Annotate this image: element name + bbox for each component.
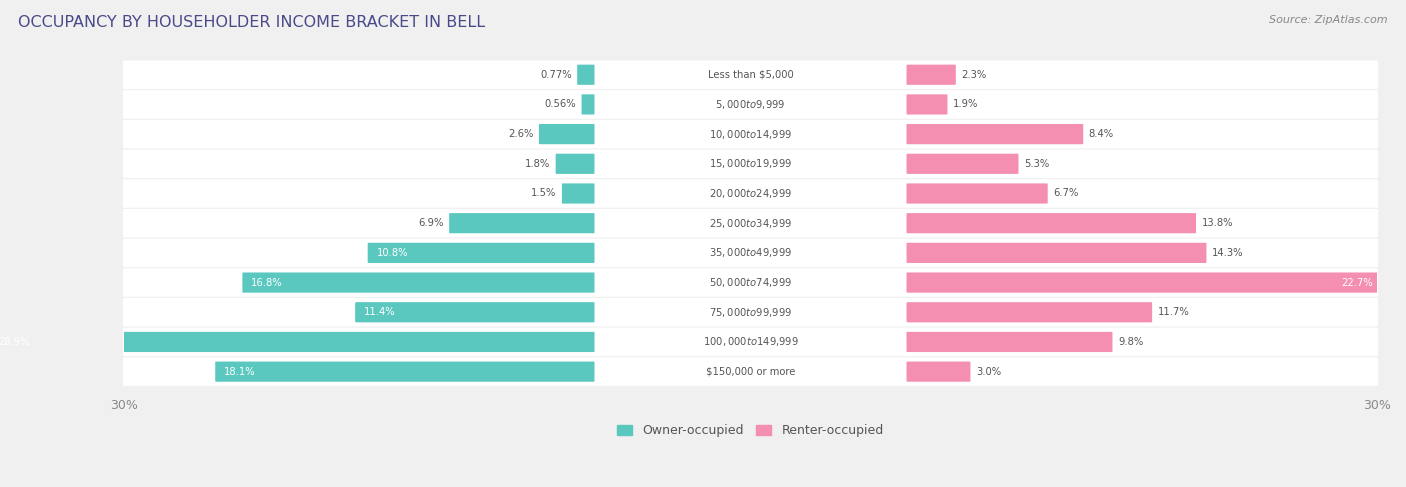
- FancyBboxPatch shape: [562, 184, 595, 204]
- Text: 1.9%: 1.9%: [953, 99, 979, 110]
- Text: 1.8%: 1.8%: [524, 159, 550, 169]
- FancyBboxPatch shape: [122, 179, 1378, 208]
- Text: 13.8%: 13.8%: [1202, 218, 1233, 228]
- FancyBboxPatch shape: [449, 213, 595, 233]
- FancyBboxPatch shape: [907, 154, 1018, 174]
- Text: 8.4%: 8.4%: [1088, 129, 1114, 139]
- FancyBboxPatch shape: [122, 150, 1378, 178]
- Text: 18.1%: 18.1%: [224, 367, 256, 376]
- Text: $100,000 to $149,999: $100,000 to $149,999: [703, 336, 799, 348]
- Text: 0.77%: 0.77%: [540, 70, 571, 80]
- FancyBboxPatch shape: [907, 124, 1083, 144]
- FancyBboxPatch shape: [907, 94, 948, 114]
- Text: 10.8%: 10.8%: [377, 248, 408, 258]
- Text: Source: ZipAtlas.com: Source: ZipAtlas.com: [1270, 15, 1388, 25]
- Text: 9.8%: 9.8%: [1118, 337, 1143, 347]
- FancyBboxPatch shape: [907, 243, 1206, 263]
- Text: $5,000 to $9,999: $5,000 to $9,999: [716, 98, 786, 111]
- Text: $10,000 to $14,999: $10,000 to $14,999: [709, 128, 792, 141]
- Text: $15,000 to $19,999: $15,000 to $19,999: [709, 157, 792, 170]
- FancyBboxPatch shape: [122, 328, 1378, 356]
- Text: $50,000 to $74,999: $50,000 to $74,999: [709, 276, 792, 289]
- FancyBboxPatch shape: [907, 213, 1197, 233]
- FancyBboxPatch shape: [122, 209, 1378, 238]
- Text: $20,000 to $24,999: $20,000 to $24,999: [709, 187, 792, 200]
- FancyBboxPatch shape: [122, 90, 1378, 119]
- Text: 3.0%: 3.0%: [976, 367, 1001, 376]
- FancyBboxPatch shape: [122, 239, 1378, 267]
- Text: 6.9%: 6.9%: [418, 218, 443, 228]
- FancyBboxPatch shape: [907, 272, 1382, 293]
- Text: $75,000 to $99,999: $75,000 to $99,999: [709, 306, 792, 319]
- Text: $150,000 or more: $150,000 or more: [706, 367, 796, 376]
- Text: 0.56%: 0.56%: [544, 99, 576, 110]
- Text: Less than $5,000: Less than $5,000: [707, 70, 793, 80]
- Text: 14.3%: 14.3%: [1212, 248, 1243, 258]
- Text: $35,000 to $49,999: $35,000 to $49,999: [709, 246, 792, 260]
- FancyBboxPatch shape: [538, 124, 595, 144]
- FancyBboxPatch shape: [0, 332, 595, 352]
- FancyBboxPatch shape: [907, 65, 956, 85]
- Text: 28.9%: 28.9%: [0, 337, 31, 347]
- FancyBboxPatch shape: [907, 361, 970, 382]
- FancyBboxPatch shape: [578, 65, 595, 85]
- Text: 5.3%: 5.3%: [1024, 159, 1049, 169]
- FancyBboxPatch shape: [122, 60, 1378, 89]
- FancyBboxPatch shape: [215, 361, 595, 382]
- Text: $25,000 to $34,999: $25,000 to $34,999: [709, 217, 792, 230]
- FancyBboxPatch shape: [122, 357, 1378, 386]
- FancyBboxPatch shape: [555, 154, 595, 174]
- FancyBboxPatch shape: [907, 332, 1112, 352]
- Text: 2.6%: 2.6%: [508, 129, 533, 139]
- FancyBboxPatch shape: [356, 302, 595, 322]
- FancyBboxPatch shape: [122, 268, 1378, 297]
- FancyBboxPatch shape: [242, 272, 595, 293]
- Text: 2.3%: 2.3%: [962, 70, 987, 80]
- FancyBboxPatch shape: [907, 184, 1047, 204]
- FancyBboxPatch shape: [122, 120, 1378, 149]
- FancyBboxPatch shape: [122, 298, 1378, 326]
- Text: 6.7%: 6.7%: [1053, 188, 1078, 199]
- Text: 16.8%: 16.8%: [252, 278, 283, 287]
- Text: OCCUPANCY BY HOUSEHOLDER INCOME BRACKET IN BELL: OCCUPANCY BY HOUSEHOLDER INCOME BRACKET …: [18, 15, 485, 30]
- FancyBboxPatch shape: [582, 94, 595, 114]
- Text: 1.5%: 1.5%: [531, 188, 557, 199]
- Text: 11.4%: 11.4%: [364, 307, 395, 317]
- FancyBboxPatch shape: [907, 302, 1152, 322]
- Legend: Owner-occupied, Renter-occupied: Owner-occupied, Renter-occupied: [613, 419, 889, 442]
- Text: 11.7%: 11.7%: [1157, 307, 1189, 317]
- FancyBboxPatch shape: [368, 243, 595, 263]
- Text: 22.7%: 22.7%: [1341, 278, 1372, 287]
